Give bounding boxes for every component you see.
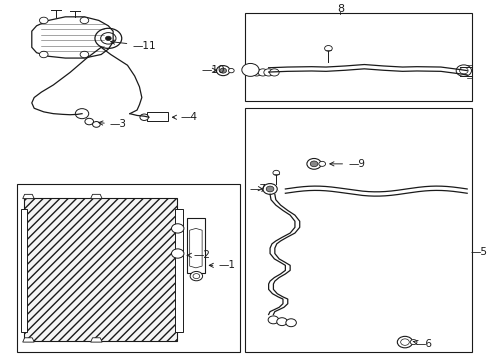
Text: —5: —5	[470, 247, 488, 257]
Bar	[21, 209, 26, 332]
Circle shape	[286, 319, 296, 327]
Circle shape	[324, 45, 332, 51]
Circle shape	[268, 316, 279, 324]
Bar	[245, 13, 472, 101]
Text: 8: 8	[337, 4, 344, 14]
Circle shape	[228, 68, 234, 73]
Circle shape	[93, 122, 100, 127]
Circle shape	[190, 271, 202, 281]
Circle shape	[80, 51, 89, 58]
Circle shape	[410, 339, 417, 345]
Text: —3: —3	[98, 120, 127, 129]
Circle shape	[220, 68, 226, 73]
Bar	[245, 108, 472, 352]
Polygon shape	[91, 338, 102, 342]
Circle shape	[456, 65, 471, 76]
Circle shape	[85, 118, 94, 125]
Circle shape	[264, 69, 273, 76]
Circle shape	[40, 17, 48, 24]
Text: —10: —10	[202, 65, 225, 75]
Circle shape	[252, 69, 262, 76]
Circle shape	[217, 66, 230, 76]
Polygon shape	[23, 194, 34, 199]
Text: —1: —1	[209, 260, 235, 270]
Polygon shape	[23, 338, 34, 342]
Circle shape	[273, 170, 280, 175]
Circle shape	[307, 158, 321, 169]
Text: —2: —2	[187, 250, 211, 260]
Circle shape	[105, 36, 111, 41]
Text: —4: —4	[172, 112, 197, 122]
Text: —7: —7	[249, 184, 267, 194]
Bar	[175, 209, 183, 332]
Circle shape	[263, 184, 277, 194]
Circle shape	[266, 186, 274, 192]
Text: —6: —6	[413, 339, 433, 349]
Circle shape	[193, 274, 200, 279]
Circle shape	[310, 161, 318, 167]
Text: —11: —11	[111, 40, 156, 50]
Bar	[24, 198, 177, 341]
Bar	[147, 112, 168, 121]
Circle shape	[258, 69, 268, 76]
Circle shape	[277, 318, 287, 325]
Circle shape	[40, 51, 48, 58]
Bar	[187, 218, 205, 273]
Circle shape	[401, 339, 409, 345]
Circle shape	[172, 249, 184, 258]
Circle shape	[80, 17, 89, 24]
Bar	[18, 184, 240, 352]
Circle shape	[460, 67, 468, 74]
Text: —9: —9	[330, 159, 365, 169]
Circle shape	[270, 69, 279, 76]
Circle shape	[242, 63, 259, 76]
Circle shape	[172, 224, 184, 233]
Circle shape	[319, 161, 325, 166]
Circle shape	[140, 114, 148, 121]
Circle shape	[75, 109, 89, 119]
Polygon shape	[91, 194, 102, 199]
Circle shape	[397, 336, 413, 348]
